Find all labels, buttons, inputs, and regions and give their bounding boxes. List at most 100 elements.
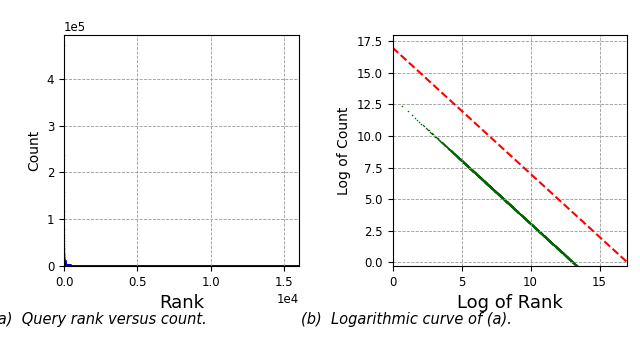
Point: [122, 263, 132, 269]
Point: [228, 263, 239, 269]
Point: [236, 263, 246, 269]
Point: [79, 263, 90, 269]
Point: [255, 263, 265, 269]
Point: [162, 263, 172, 269]
Point: [74, 263, 84, 268]
Point: [230, 263, 241, 269]
Point: [132, 263, 143, 269]
Point: [602, 291, 612, 297]
Point: [168, 263, 179, 269]
Point: [83, 263, 93, 269]
Point: [243, 263, 253, 269]
Point: [153, 263, 163, 269]
Point: [225, 263, 236, 269]
Point: [267, 263, 277, 269]
Point: [182, 263, 192, 269]
Point: [162, 263, 172, 269]
Point: [124, 263, 134, 269]
Point: [65, 262, 75, 268]
Point: [224, 263, 234, 269]
Point: [139, 263, 149, 269]
Point: [64, 262, 74, 268]
Point: [177, 263, 188, 269]
Point: [220, 263, 230, 269]
Point: [72, 263, 83, 268]
Point: [70, 263, 80, 268]
Point: [155, 263, 165, 269]
Point: [86, 263, 96, 269]
Point: [216, 263, 226, 269]
Point: [203, 263, 213, 269]
Point: [106, 263, 116, 269]
Point: [109, 263, 119, 269]
Point: [183, 263, 193, 269]
Point: [214, 263, 224, 269]
Point: [225, 263, 235, 269]
Point: [98, 263, 108, 269]
Point: [70, 263, 80, 268]
Point: [188, 263, 198, 269]
Point: [104, 263, 115, 269]
Point: [108, 263, 118, 269]
Point: [115, 263, 125, 269]
Point: [266, 263, 276, 269]
Point: [262, 263, 272, 269]
Point: [616, 303, 627, 309]
Point: [104, 263, 114, 269]
Point: [138, 263, 148, 269]
Point: [136, 263, 147, 269]
Point: [134, 263, 144, 269]
Point: [179, 263, 189, 269]
Point: [524, 219, 534, 224]
Point: [75, 263, 85, 268]
Point: [104, 263, 114, 269]
Point: [217, 263, 227, 269]
Point: [506, 203, 516, 208]
Point: [182, 263, 193, 269]
Point: [67, 263, 77, 268]
Point: [241, 263, 252, 269]
Point: [265, 263, 275, 269]
Point: [75, 263, 85, 268]
Point: [268, 263, 278, 269]
Point: [241, 263, 252, 269]
Point: [102, 263, 113, 269]
Point: [249, 263, 259, 269]
Point: [253, 263, 263, 269]
Point: [223, 263, 233, 269]
Point: [101, 263, 111, 269]
Point: [192, 263, 202, 269]
Point: [243, 263, 253, 269]
Point: [508, 204, 518, 210]
Point: [182, 263, 193, 269]
Point: [133, 263, 143, 269]
Point: [289, 263, 299, 269]
Point: [215, 263, 225, 269]
Point: [161, 263, 172, 269]
Point: [541, 236, 552, 241]
Point: [108, 263, 118, 269]
Point: [72, 263, 82, 268]
Point: [103, 263, 113, 269]
Point: [215, 263, 225, 269]
Point: [82, 263, 92, 269]
Point: [196, 263, 207, 269]
Point: [120, 263, 131, 269]
Point: [214, 263, 225, 269]
Point: [122, 263, 132, 269]
Point: [238, 263, 248, 269]
Point: [164, 263, 175, 269]
Point: [136, 263, 146, 269]
Point: [127, 263, 138, 269]
Point: [125, 263, 136, 269]
Point: [64, 262, 74, 268]
Point: [586, 275, 596, 281]
Point: [109, 263, 119, 269]
Point: [147, 263, 157, 269]
Point: [136, 263, 146, 269]
Point: [210, 263, 220, 269]
Point: [60, 261, 70, 267]
Point: [568, 260, 579, 266]
Point: [162, 263, 172, 269]
Point: [120, 263, 130, 269]
